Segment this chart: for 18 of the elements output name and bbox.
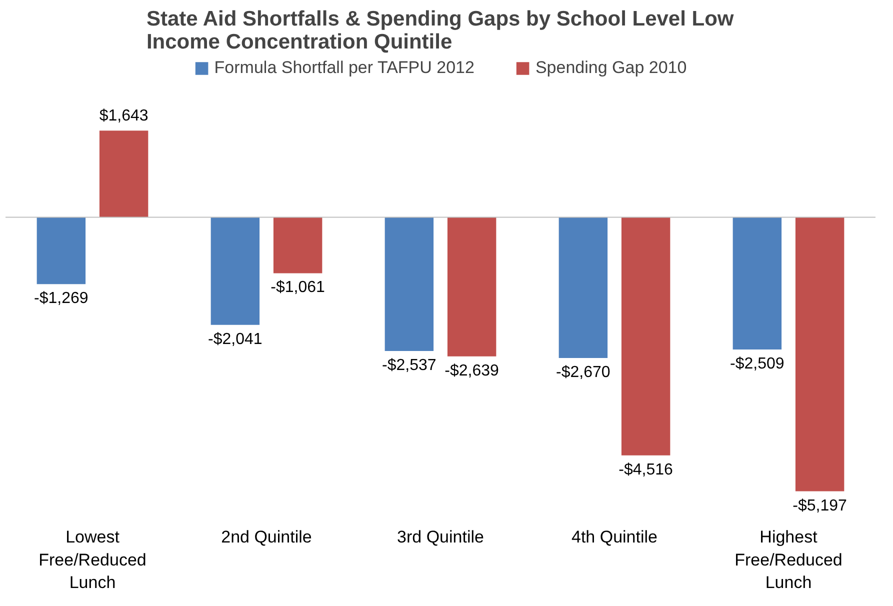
data-label: -$2,509 xyxy=(730,356,784,373)
x-tick-label: Lowest Free/Reduced Lunch xyxy=(38,528,146,592)
data-label: -$1,269 xyxy=(34,290,88,308)
data-label: $1,643 xyxy=(99,108,148,125)
data-label: -$2,041 xyxy=(208,330,262,348)
chart-title: State Aid Shortfalls & Spending Gaps by School Level Low Income Concentration Quintile xyxy=(146,8,734,54)
data-label: -$4,516 xyxy=(618,461,674,478)
data-label: -$2,537 xyxy=(382,357,436,374)
x-tick-label: Highest Free/Reduced Lunch xyxy=(734,528,842,592)
x-tick-label: 3rd Quintile xyxy=(397,528,484,546)
legend-label: Spending Gap 2010 xyxy=(535,58,687,78)
data-label: -$1,061 xyxy=(270,279,326,296)
data-label: -$5,197 xyxy=(792,497,848,514)
legend-label: Formula Shortfall per TAFPU 2012 xyxy=(214,58,474,78)
data-label: -$2,639 xyxy=(444,362,500,380)
data-label: -$2,670 xyxy=(556,364,610,382)
x-tick-label: 4th Quintile xyxy=(572,528,658,546)
x-tick-label: 2nd Quintile xyxy=(221,528,312,546)
